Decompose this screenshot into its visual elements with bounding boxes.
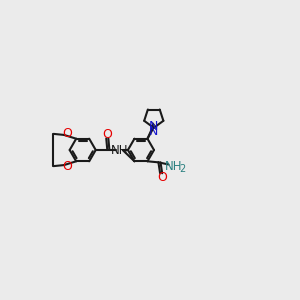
Text: O: O — [62, 160, 72, 173]
Text: N: N — [149, 125, 158, 138]
Text: NH: NH — [111, 143, 128, 157]
Text: N: N — [149, 120, 158, 133]
Text: O: O — [62, 127, 72, 140]
Text: NH: NH — [165, 160, 182, 173]
Text: O: O — [157, 171, 167, 184]
Text: 2: 2 — [179, 164, 185, 175]
Text: O: O — [102, 128, 112, 141]
